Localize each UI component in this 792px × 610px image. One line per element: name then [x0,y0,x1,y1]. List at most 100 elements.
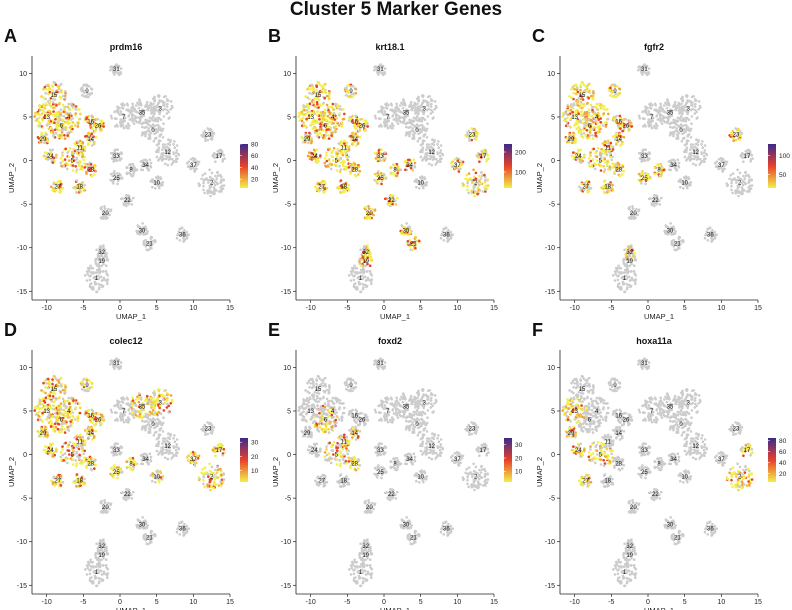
cluster-label: 26 [623,124,630,130]
cell-point [92,119,95,123]
cell-point [394,167,397,171]
cell-point [187,233,190,236]
cell-point [676,137,680,140]
cell-point [370,282,373,286]
cell-point [484,190,487,193]
cell-point [105,252,108,255]
cell-point [139,115,142,118]
cell-point [630,248,634,252]
cell-point [127,114,131,117]
cell-point [138,121,141,125]
cell-point [736,128,739,132]
cell-point [692,143,695,146]
cell-point [395,105,399,108]
cell-point [153,117,157,120]
cluster-label: 4 [67,115,71,121]
cell-point [328,162,332,165]
cell-point [625,282,628,286]
cell-point [81,141,85,145]
cell-point [704,233,707,237]
cell-point [440,233,443,237]
cell-point [343,139,346,143]
cell-point [569,103,573,106]
cell-point [176,157,179,160]
cell-point [431,150,434,153]
cell-point [710,234,713,238]
cell-point [417,117,421,120]
cell-point [75,143,79,147]
cell-point [730,131,733,135]
cell-point [351,114,354,118]
cell-point [150,106,154,110]
cell-point [415,123,419,126]
cell-point [574,121,578,125]
cell-point [209,194,212,198]
cell-point [588,136,591,139]
cell-point [344,94,348,97]
cell-point [581,159,584,163]
cell-point [596,111,600,115]
cell-point [202,131,205,135]
cell-point [685,142,688,146]
cell-point [175,149,179,152]
cell-point [44,97,47,101]
cell-point [377,73,380,76]
cell-point [140,168,143,172]
cell-point [672,132,675,136]
cell-point [316,113,319,117]
cell-point [646,158,649,162]
gene-title: colec12 [109,336,142,346]
cell-point [328,91,331,95]
cell-point [628,119,632,123]
cell-point [60,136,63,139]
cell-point [440,157,443,160]
cluster-label: 4 [331,115,335,121]
cell-point [609,141,613,145]
cell-point [628,205,631,209]
cell-point [351,84,355,88]
cell-point [53,93,57,96]
cell-point [681,99,685,103]
cell-point [328,147,331,151]
cell-point [567,140,571,144]
cell-point [303,113,306,116]
cell-point [304,137,307,141]
cell-point [619,127,622,130]
cell-point [364,205,367,209]
cell-point [432,152,435,155]
cell-point [175,160,178,164]
cell-point [63,94,67,98]
cell-point [396,171,399,175]
cell-point [618,114,622,118]
cell-point [579,94,582,97]
cell-point [471,181,474,184]
cell-point [598,102,601,106]
cell-point [359,290,363,294]
cell-point [44,157,48,161]
cell-point [153,112,156,116]
cell-point [688,152,691,156]
cell-point [145,161,148,165]
cell-point [219,173,222,177]
cell-point [315,84,318,87]
cell-point [394,117,398,120]
colorbar-tick-label: 20 [251,177,259,184]
cell-point [585,112,588,116]
cell-point [210,191,213,194]
cluster-label: 5 [335,159,339,165]
cell-point [315,94,318,97]
cell-point [726,183,729,187]
cell-point [298,113,302,116]
cell-point [119,71,122,74]
cluster-label: 12 [428,150,435,156]
cell-point [343,150,347,154]
cell-point [305,117,308,121]
cell-point [606,159,609,163]
cell-point [94,258,97,261]
cell-point [142,113,145,117]
cell-point [575,127,579,130]
cell-point [637,208,641,212]
cell-point [718,162,722,166]
cell-point [57,112,60,116]
cell-point [100,205,103,209]
